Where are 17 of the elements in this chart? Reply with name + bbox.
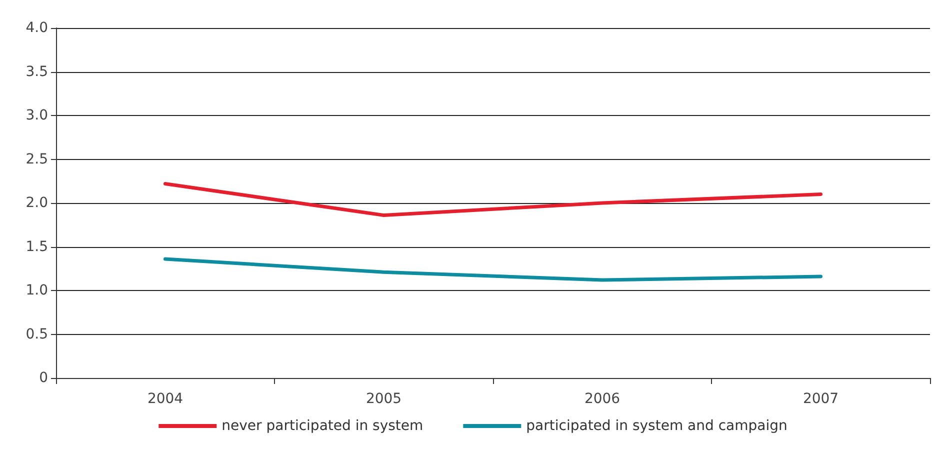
y-tick-label: 3.5	[26, 64, 48, 80]
y-tick-label: 3.0	[26, 108, 48, 124]
legend-label: never participated in system	[222, 418, 424, 434]
x-tick-label: 2006	[584, 391, 620, 407]
y-tick-label: 0	[39, 370, 48, 386]
x-tick-label: 2005	[366, 391, 402, 407]
line-series	[164, 257, 822, 282]
line-series	[164, 182, 822, 217]
x-tick-label: 2007	[802, 391, 839, 407]
y-tick-label: 2.5	[26, 151, 48, 168]
y-tick-label: 0.5	[26, 326, 48, 342]
y-tick-label: 4.0	[26, 20, 48, 36]
y-tick-label: 1.0	[26, 282, 48, 298]
y-tick-label: 2.0	[26, 195, 48, 211]
legend-label: participated in system and campaign	[526, 418, 788, 434]
y-tick-label: 1.5	[26, 238, 48, 255]
x-tick-label: 2004	[147, 391, 184, 407]
